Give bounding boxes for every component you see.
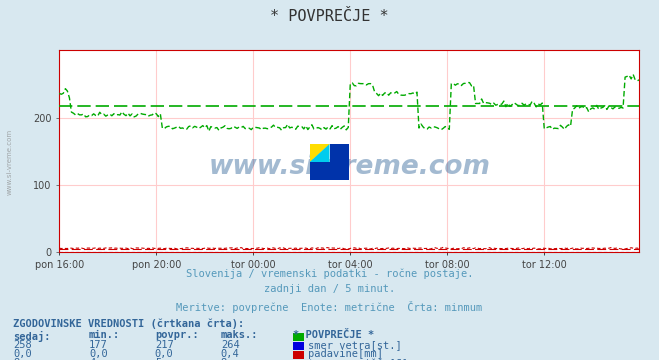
Text: 4: 4 — [89, 358, 95, 360]
Text: 8: 8 — [221, 358, 227, 360]
Text: * POVPREČJE *: * POVPREČJE * — [293, 330, 374, 341]
Text: min.:: min.: — [89, 330, 120, 341]
Text: zadnji dan / 5 minut.: zadnji dan / 5 minut. — [264, 284, 395, 294]
Text: 217: 217 — [155, 340, 173, 350]
Polygon shape — [310, 144, 330, 162]
Text: Meritve: povprečne  Enote: metrične  Črta: minmum: Meritve: povprečne Enote: metrične Črta:… — [177, 301, 482, 312]
Text: www.si-vreme.com: www.si-vreme.com — [7, 129, 13, 195]
Text: Slovenija / vremenski podatki - ročne postaje.: Slovenija / vremenski podatki - ročne po… — [186, 268, 473, 279]
Text: povpr.:: povpr.: — [155, 330, 198, 341]
Polygon shape — [330, 144, 349, 162]
Text: 8: 8 — [13, 358, 19, 360]
Text: www.si-vreme.com: www.si-vreme.com — [208, 154, 490, 180]
Polygon shape — [310, 162, 330, 180]
Polygon shape — [330, 162, 349, 180]
Text: * POVPREČJE *: * POVPREČJE * — [270, 9, 389, 24]
Text: 0,4: 0,4 — [221, 349, 239, 359]
Text: smer vetra[st.]: smer vetra[st.] — [308, 340, 401, 350]
Text: padavine[mm]: padavine[mm] — [308, 349, 383, 359]
Text: sedaj:: sedaj: — [13, 330, 51, 342]
Text: 264: 264 — [221, 340, 239, 350]
Polygon shape — [310, 144, 330, 162]
Text: ZGODOVINSKE VREDNOSTI (črtkana črta):: ZGODOVINSKE VREDNOSTI (črtkana črta): — [13, 319, 244, 329]
Text: 5: 5 — [155, 358, 161, 360]
Text: maks.:: maks.: — [221, 330, 258, 341]
Text: temp. rosišča[C]: temp. rosišča[C] — [308, 358, 408, 360]
Text: 0,0: 0,0 — [155, 349, 173, 359]
Text: 0,0: 0,0 — [89, 349, 107, 359]
Text: 0,0: 0,0 — [13, 349, 32, 359]
Text: 258: 258 — [13, 340, 32, 350]
Text: 177: 177 — [89, 340, 107, 350]
